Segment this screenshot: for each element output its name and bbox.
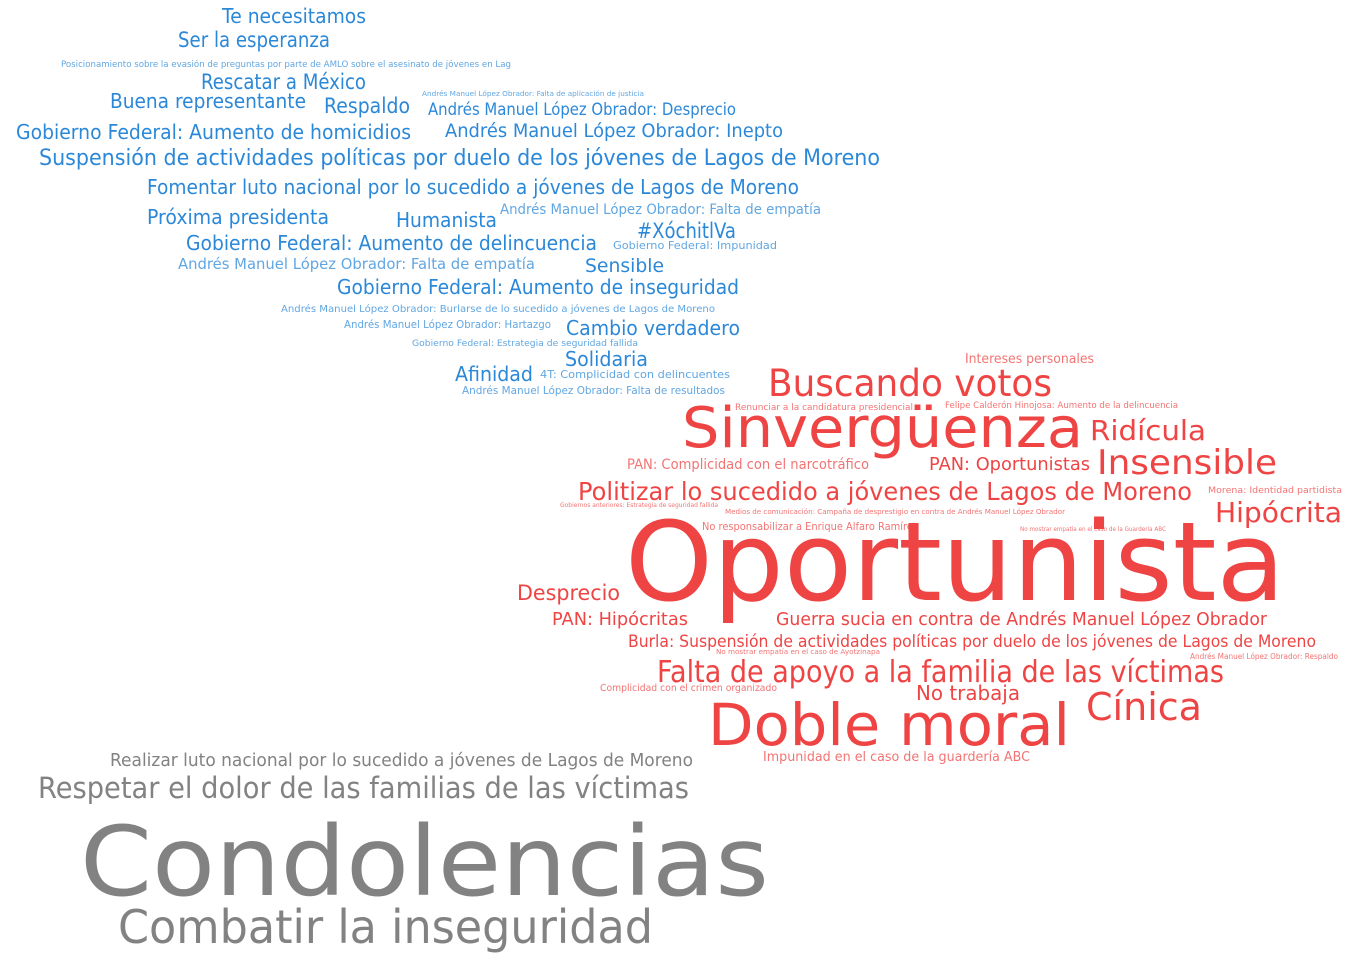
- word: Desprecio: [517, 581, 620, 605]
- word: Intereses personales: [965, 352, 1094, 367]
- word: Morena: Identidad partidista: [1208, 486, 1342, 496]
- word: Renunciar a la candidatura presidencial: [735, 403, 913, 413]
- word: Gobierno Federal: Impunidad: [613, 239, 777, 252]
- word: Sinvergüenza: [682, 396, 1083, 461]
- word: Gobierno Federal: Aumento de delincuenci…: [186, 231, 597, 255]
- word: Falta de apoyo a la familia de las vícti…: [657, 655, 1224, 690]
- word: Andrés Manuel López Obrador: Falta de em…: [178, 255, 535, 273]
- word: Ridícula: [1090, 414, 1206, 447]
- word: No trabaja: [916, 681, 1020, 705]
- word: PAN: Complicidad con el narcotráfico: [627, 457, 869, 473]
- word: Realizar luto nacional por lo sucedido a…: [110, 750, 693, 771]
- word: #XóchitlVa: [637, 219, 736, 243]
- word: Cambio verdadero: [566, 316, 740, 340]
- word: Afinidad: [455, 362, 533, 386]
- word: Ser la esperanza: [178, 28, 330, 52]
- word: PAN: Oportunistas: [929, 454, 1090, 475]
- word: Combatir la inseguridad: [118, 900, 653, 953]
- word: Gobierno Federal: Aumento de inseguridad: [337, 275, 739, 299]
- word: No responsabilizar a Enrique Alfaro Ramí…: [702, 520, 918, 533]
- word: Buena representante: [110, 89, 306, 113]
- word: Te necesitamos: [221, 4, 366, 28]
- word: Insensible: [1097, 443, 1277, 483]
- word: No mostrar empatía en el caso de la Guar…: [1020, 526, 1166, 533]
- word: Posicionamiento sobre la evasión de preg…: [61, 59, 511, 70]
- word: Solidaria: [565, 347, 648, 371]
- word: Andrés Manuel López Obrador: Burlarse de…: [281, 303, 715, 315]
- word: Andrés Manuel López Obrador: Desprecio: [428, 100, 736, 120]
- word: Hipócrita: [1215, 496, 1342, 529]
- word: 4T: Complicidad con delincuentes: [540, 368, 730, 381]
- word: Suspensión de actividades políticas por …: [39, 146, 880, 171]
- word: Impunidad en el caso de la guardería ABC: [763, 750, 1030, 765]
- word: Gobiernos anteriores: Estrategia de segu…: [560, 502, 718, 509]
- word: Andrés Manuel López Obrador: Falta de ap…: [422, 90, 644, 98]
- word: Andrés Manuel López Obrador: Inepto: [445, 120, 783, 142]
- word: Doble moral: [708, 691, 1070, 759]
- word-group: Realizar luto nacional por lo sucedido a…: [38, 750, 769, 953]
- word: Oportunista: [625, 498, 1285, 626]
- word: Próxima presidenta: [147, 205, 329, 229]
- word: Gobierno Federal: Aumento de homicidios: [16, 120, 411, 144]
- word: Andrés Manuel López Obrador: Falta de em…: [500, 202, 821, 218]
- word: Respaldo: [324, 94, 410, 118]
- word: Medios de comunicación: Campaña de despr…: [725, 508, 1065, 516]
- word: Cínica: [1086, 685, 1202, 729]
- word: No mostrar empatía en el caso de Ayotzin…: [716, 648, 880, 656]
- word: Condolencias: [80, 806, 769, 918]
- word: Andrés Manuel López Obrador: Hartazgo: [344, 318, 551, 331]
- word: Burla: Suspensión de actividades polític…: [628, 632, 1316, 652]
- word: Complicidad con el crimen organizado: [600, 683, 777, 694]
- word: Politizar lo sucedido a jóvenes de Lagos…: [578, 477, 1192, 506]
- word: PAN: Hipócritas: [552, 609, 688, 630]
- word: Andrés Manuel López Obrador: Falta de re…: [462, 384, 725, 397]
- word: Andrés Manuel López Obrador: Respaldo: [1190, 651, 1338, 661]
- word: Felipe Calderón Hinojosa: Aumento de la …: [945, 400, 1178, 411]
- word: Guerra sucia en contra de Andrés Manuel …: [776, 609, 1268, 630]
- word: Fomentar luto nacional por lo sucedido a…: [147, 175, 799, 199]
- word: Sensible: [585, 255, 664, 277]
- word: Buscando votos: [768, 362, 1052, 405]
- word: Respetar el dolor de las familias de las…: [38, 771, 689, 805]
- word: Humanista: [396, 208, 497, 232]
- word: Rescatar a México: [201, 70, 366, 94]
- word: Gobierno Federal: Estrategia de segurida…: [412, 339, 638, 349]
